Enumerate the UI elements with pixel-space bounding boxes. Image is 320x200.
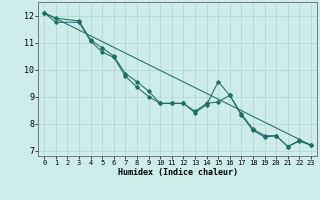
X-axis label: Humidex (Indice chaleur): Humidex (Indice chaleur) (118, 168, 238, 177)
